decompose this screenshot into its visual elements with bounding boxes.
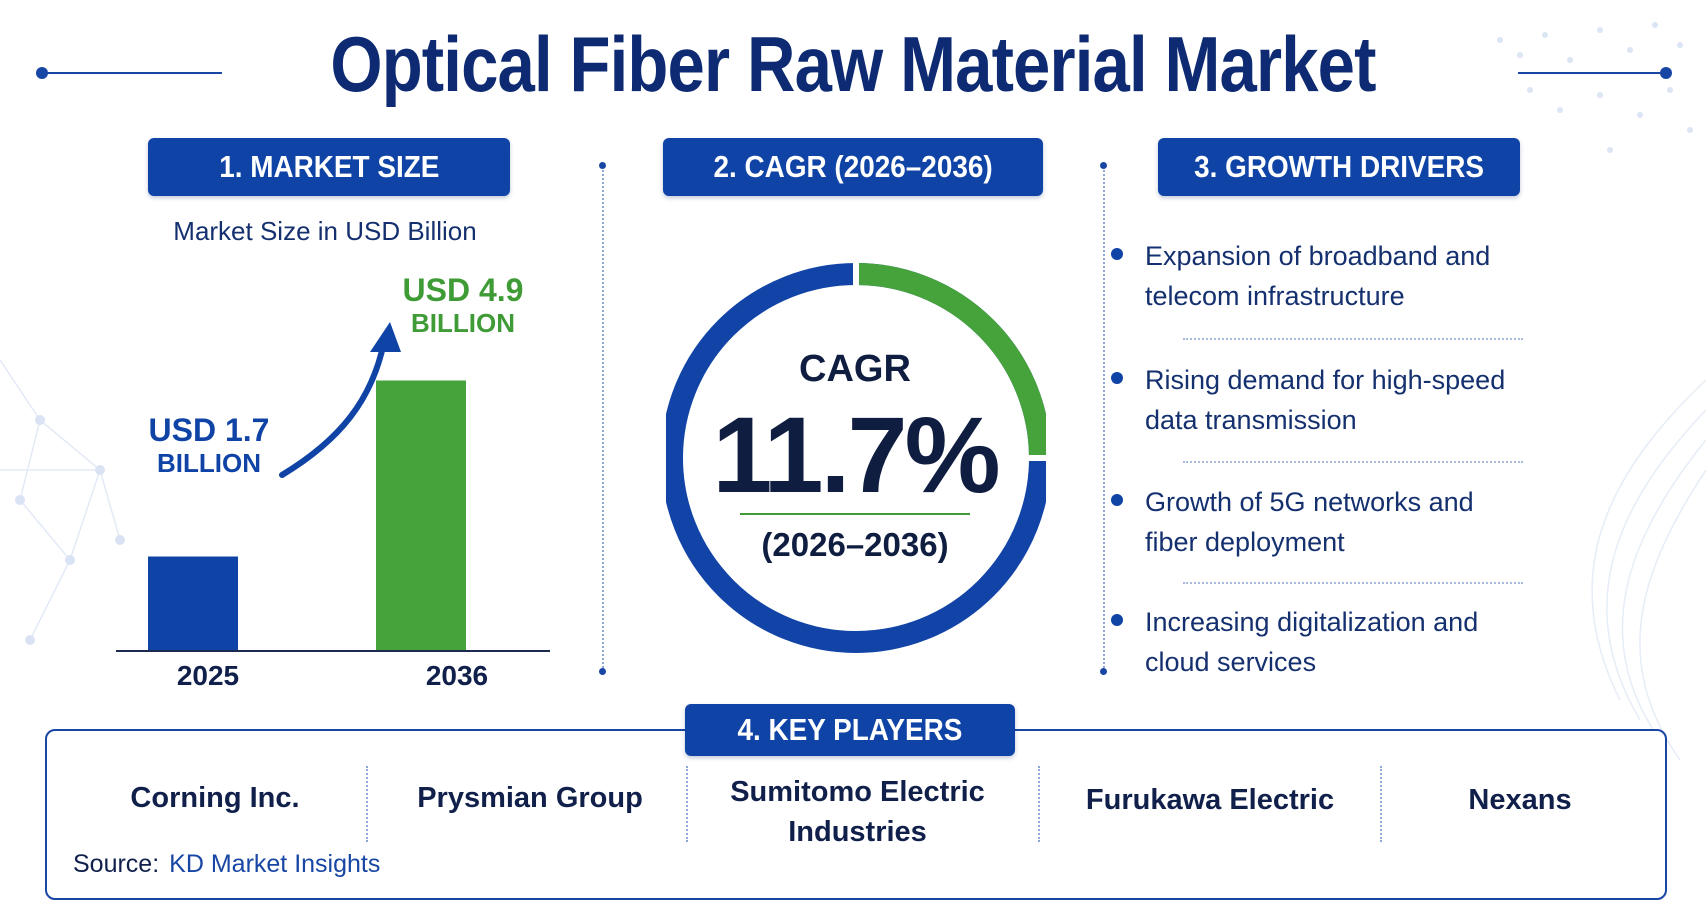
bar-value-unit-2036: BILLION [411,307,515,338]
player-name: Corning Inc. [130,782,300,814]
bar-2025 [148,556,238,650]
market-size-header: 1. MARKET SIZE [148,138,510,196]
growth-driver-line1: Increasing digitalization and [1145,607,1479,637]
cagr-header: 2. CAGR (2026–2036) [663,138,1043,196]
separator-dot [1100,668,1107,675]
growth-driver-line1: Expansion of broadband and [1145,241,1491,271]
growth-driver-line2: cloud services [1145,647,1317,677]
growth-driver-item: Increasing digitalization and cloud serv… [1111,602,1545,682]
title-dot-left [36,67,48,79]
market-size-caption: Market Size in USD Billion [173,216,477,246]
cagr-header-label: 2. CAGR (2026–2036) [713,149,993,184]
growth-arrow [279,339,387,478]
growth-driver-item: Growth of 5G networks and fiber deployme… [1111,482,1545,562]
growth-arrow-head [370,322,401,352]
section-separator-1 [602,166,604,672]
player-name: Prysmian Group [417,782,643,814]
bar-value-label-2025: USD 1.7 BILLION [141,412,277,479]
separator-dot [1100,162,1107,169]
growth-driver-item: Expansion of broadband and telecom infra… [1111,236,1545,316]
player-corning: Corning Inc. [90,778,340,818]
player-nexans: Nexans [1420,780,1620,820]
driver-separator [1183,338,1523,340]
bar-value-label-2036: USD 4.9 BILLION [392,272,534,339]
growth-driver-line1: Growth of 5G networks and [1145,487,1474,517]
section-separator-2 [1103,166,1105,672]
growth-drivers-header-label: 3. GROWTH DRIVERS [1194,149,1484,184]
cagr-ring-highlight [855,263,1046,459]
player-name: Sumitomo Electric [730,776,985,808]
separator-dot [599,162,606,169]
driver-separator [1183,461,1523,463]
player-separator [1380,766,1382,842]
bar-category-2025: 2025 [176,660,240,691]
separator-dot [599,668,606,675]
cagr-ring [666,260,1046,653]
bar-2036 [376,380,466,650]
bullet-icon [1111,248,1123,260]
growth-driver-item: Rising demand for high-speed data transm… [1111,360,1545,440]
title-dot-right [1660,67,1672,79]
market-size-bar-chart [116,322,550,652]
title-line-right [1518,72,1666,74]
bullet-icon [1111,494,1123,506]
key-players-header-label: 4. KEY PLAYERS [737,712,963,747]
source-label: Source: [73,850,160,878]
bar-value-2036: USD 4.9 [402,272,524,308]
cagr-divider [740,513,970,515]
player-sumitomo: Sumitomo Electric Industries [710,772,1005,852]
growth-driver-line2: data transmission [1145,405,1357,435]
player-name: Furukawa Electric [1085,784,1335,816]
source-line: Source: KD Market Insights [73,850,380,879]
market-size-header-label: 1. MARKET SIZE [218,149,440,184]
growth-driver-line1: Rising demand for high-speed [1145,365,1506,395]
player-name: Nexans [1468,784,1572,816]
growth-driver-line2: fiber deployment [1145,527,1345,557]
cagr-value: 11.7% [712,394,1000,515]
player-name-line2: Industries [788,816,927,848]
cagr-period: (2026–2036) [761,526,949,563]
key-players-panel [45,729,1667,900]
key-players-header: 4. KEY PLAYERS [685,704,1015,756]
player-furukawa: Furukawa Electric [1070,780,1350,820]
bullet-icon [1111,372,1123,384]
bar-category-2036: 2036 [425,660,489,691]
page-title: Optical Fiber Raw Material Market [330,20,1376,108]
growth-drivers-header: 3. GROWTH DRIVERS [1158,138,1520,196]
bar-value-unit-2025: BILLION [157,447,261,478]
player-separator [366,766,368,842]
player-separator [1038,766,1040,842]
source-value: KD Market Insights [169,850,381,878]
bar-value-2025: USD 1.7 [148,412,270,448]
title-line-left [42,72,222,74]
bullet-icon [1111,614,1123,626]
driver-separator [1183,582,1523,584]
player-prysmian: Prysmian Group [400,778,660,818]
growth-driver-line2: telecom infrastructure [1145,281,1405,311]
cagr-label: CAGR [799,348,911,390]
player-separator [686,766,688,842]
